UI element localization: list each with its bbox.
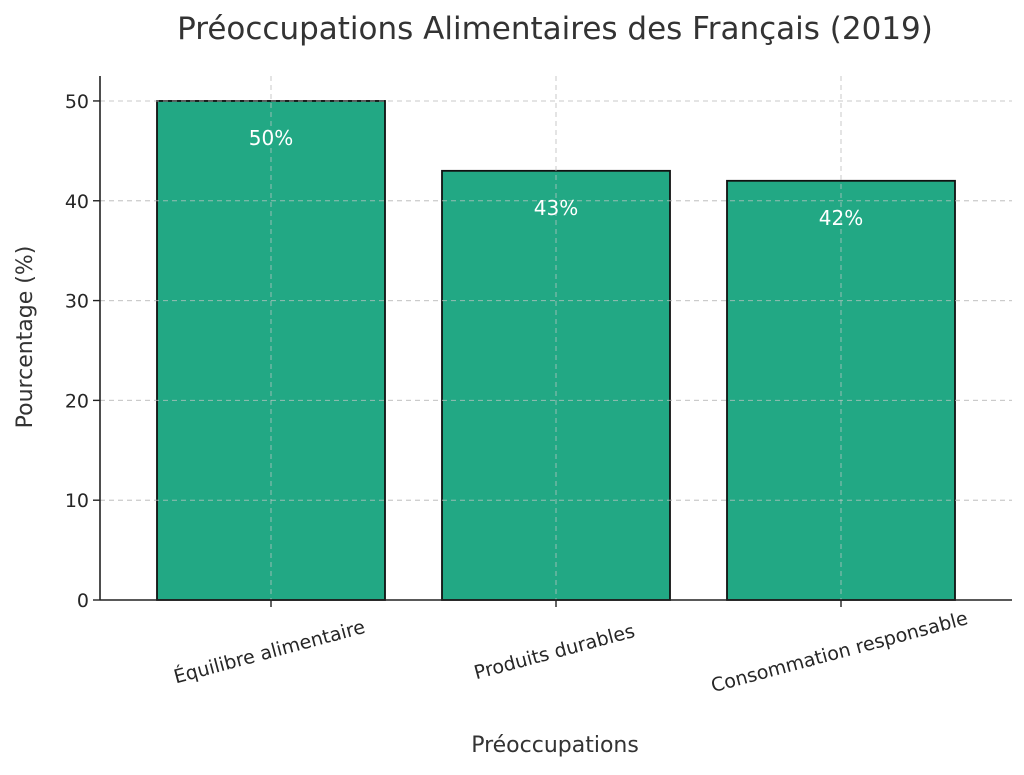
y-tick-label: 30: [65, 291, 89, 313]
y-ticks: 0 10 20 30 40 50: [65, 91, 100, 612]
x-tick-label: Produits durables: [472, 620, 637, 684]
y-tick-label: 40: [65, 191, 89, 213]
y-tick-label: 20: [65, 390, 89, 412]
y-tick-label: 10: [65, 490, 89, 512]
y-tick-label: 0: [77, 590, 89, 612]
data-labels: 50% 43% 42%: [100, 76, 1012, 600]
y-axis-label: Pourcentage (%): [13, 246, 38, 429]
chart-title: Préoccupations Alimentaires des Français…: [177, 11, 933, 47]
x-axis-label: Préoccupations: [471, 733, 639, 758]
data-label-2: 43%: [534, 196, 578, 220]
x-tick-label: Consommation responsable: [709, 607, 971, 697]
x-tick-label: Équilibre alimentaire: [171, 615, 367, 688]
x-ticks: Équilibre alimentaire Produits durables Co…: [171, 600, 970, 697]
data-label-1: 50%: [249, 126, 293, 150]
data-label-3: 42%: [819, 206, 863, 230]
y-tick-label: 50: [65, 91, 89, 113]
